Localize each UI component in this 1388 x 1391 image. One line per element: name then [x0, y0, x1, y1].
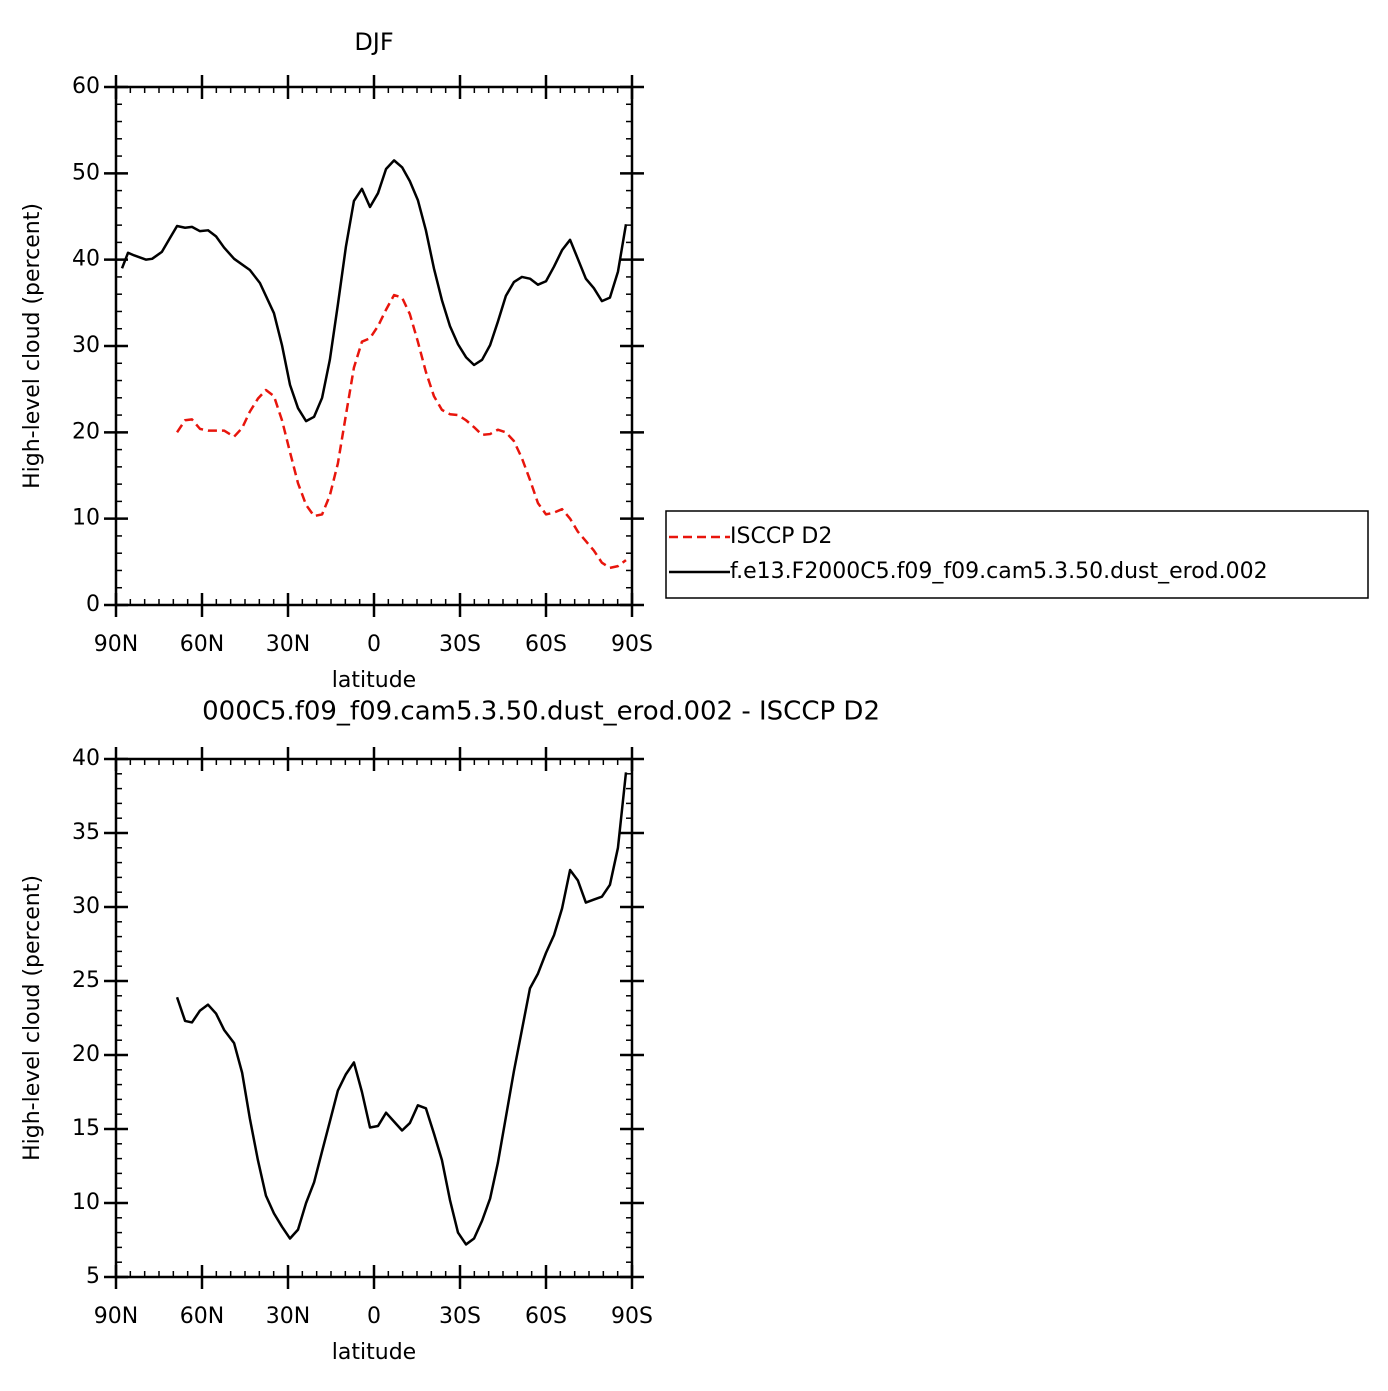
legend-box: [665, 510, 1369, 599]
chart-title: DJF: [354, 28, 393, 56]
y-axis-label: High-level cloud (percent): [20, 875, 45, 1161]
data-line: [120, 159, 628, 423]
x-tick-label: 30N: [266, 632, 310, 657]
x-axis-label: latitude: [332, 668, 416, 693]
x-tick-label: 30S: [439, 632, 481, 657]
y-tick-label: 60: [72, 74, 100, 99]
y-tick-label: 10: [72, 1190, 100, 1215]
legend-label: ISCCP D2: [730, 524, 832, 549]
y-tick-label: 5: [86, 1264, 100, 1289]
y-tick-label: 40: [72, 247, 100, 272]
x-tick-label: 30N: [266, 1304, 310, 1329]
x-axis-label: latitude: [332, 1340, 416, 1365]
y-tick-label: 0: [86, 592, 100, 617]
x-tick-label: 90S: [611, 632, 653, 657]
x-tick-label: 0: [367, 1304, 381, 1329]
y-tick-label: 25: [72, 968, 100, 993]
y-tick-label: 10: [72, 506, 100, 531]
x-tick-label: 60N: [180, 632, 224, 657]
y-tick-label: 15: [72, 1116, 100, 1141]
y-tick-label: 20: [72, 1042, 100, 1067]
x-tick-label: 90N: [94, 1304, 138, 1329]
plot-frame: [114, 757, 634, 1279]
legend-label: f.e13.F2000C5.f09_f09.cam5.3.50.dust_ero…: [730, 559, 1268, 584]
x-tick-label: 30S: [439, 1304, 481, 1329]
y-tick-label: 20: [72, 419, 100, 444]
chart-title: 000C5.f09_f09.cam5.3.50.dust_erod.002 - …: [202, 697, 880, 727]
y-axis-label: High-level cloud (percent): [20, 203, 45, 489]
y-tick-label: 50: [72, 160, 100, 185]
x-tick-label: 90S: [611, 1304, 653, 1329]
x-tick-label: 60N: [180, 1304, 224, 1329]
plot-frame: [114, 85, 634, 607]
y-tick-label: 35: [72, 820, 100, 845]
x-tick-label: 0: [367, 632, 381, 657]
data-line: [175, 772, 628, 1246]
data-line: [176, 293, 627, 570]
y-tick-label: 30: [72, 894, 100, 919]
x-tick-label: 60S: [525, 1304, 567, 1329]
x-tick-label: 90N: [94, 632, 138, 657]
x-tick-label: 60S: [525, 632, 567, 657]
y-tick-label: 40: [72, 746, 100, 771]
y-tick-label: 30: [72, 333, 100, 358]
